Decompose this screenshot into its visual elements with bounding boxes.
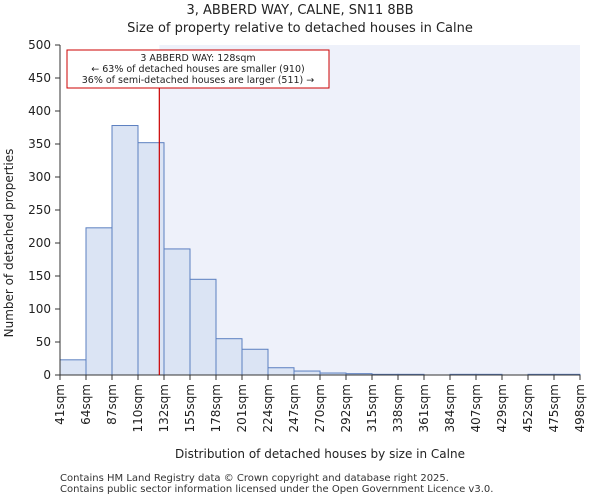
footer-attribution-1: Contains HM Land Registry data © Crown c… (60, 473, 449, 484)
y-tick-label: 350 (28, 137, 51, 151)
y-tick-label: 400 (28, 104, 51, 118)
bar (85, 227, 113, 376)
x-tick-label: 155sqm (183, 384, 197, 432)
x-tick-label: 498sqm (573, 384, 587, 432)
x-tick-label: 247sqm (287, 384, 301, 432)
chart-title: 3, ABBERD WAY, CALNE, SN11 8BB (186, 3, 413, 18)
y-tick-label: 100 (28, 302, 51, 316)
y-tick-label: 0 (43, 368, 51, 382)
x-tick-label: 361sqm (417, 384, 431, 432)
x-tick-label: 292sqm (339, 384, 353, 432)
larger-region-highlight (159, 45, 580, 375)
x-tick-label: 178sqm (209, 384, 223, 432)
annotation-box: 3 ABBERD WAY: 128sqm ← 63% of detached h… (66, 49, 330, 89)
bar (137, 142, 165, 376)
x-tick-label: 315sqm (365, 384, 379, 432)
y-tick-label: 150 (28, 269, 51, 283)
x-tick-label: 407sqm (469, 384, 483, 432)
annotation-line-1: 3 ABBERD WAY: 128sqm (140, 53, 255, 64)
y-tick-label: 450 (28, 71, 51, 85)
x-tick-label: 429sqm (495, 384, 509, 432)
bar (215, 338, 243, 376)
x-tick-label: 87sqm (105, 384, 119, 425)
bar (163, 248, 191, 376)
x-tick-label: 41sqm (53, 384, 67, 425)
bar (293, 370, 321, 376)
y-tick-label: 250 (28, 203, 51, 217)
annotation-line-3: 36% of semi-detached houses are larger (… (82, 75, 315, 86)
y-tick-label: 200 (28, 236, 51, 250)
x-tick-label: 224sqm (261, 384, 275, 432)
x-tick-label: 270sqm (313, 384, 327, 432)
bar (59, 359, 87, 376)
annotation-rect (66, 49, 330, 89)
x-tick-label: 338sqm (391, 384, 405, 432)
x-tick-label: 475sqm (547, 384, 561, 432)
x-tick-label: 110sqm (131, 384, 145, 432)
bar (111, 125, 139, 376)
footer-attribution-2: Contains public sector information licen… (60, 484, 494, 495)
y-tick-label: 50 (36, 335, 51, 349)
x-tick-label: 132sqm (157, 384, 171, 432)
x-axis-ticks: 41sqm 64sqm 87sqm 110sqm 132sqm 155sqm 178sqm 2… (53, 375, 587, 432)
x-axis-label: Distribution of detached houses by size … (175, 447, 465, 461)
y-tick-label: 500 (28, 38, 51, 52)
annotation-line-2: ← 63% of detached houses are smaller (91… (91, 64, 304, 75)
y-axis-label: Number of detached properties (2, 149, 16, 338)
y-tick-label: 300 (28, 170, 51, 184)
x-tick-label: 384sqm (443, 384, 457, 432)
bar (241, 348, 269, 376)
bar (189, 278, 217, 376)
y-axis-ticks: 0 50 100 150 200 250 300 350 400 450 500 (28, 38, 60, 382)
bar (267, 367, 295, 376)
x-tick-label: 452sqm (521, 384, 535, 432)
highlight-region-layer (159, 45, 580, 375)
x-tick-label: 64sqm (79, 384, 93, 425)
x-tick-label: 201sqm (235, 384, 249, 432)
chart-subtitle: Size of property relative to detached ho… (127, 21, 473, 36)
